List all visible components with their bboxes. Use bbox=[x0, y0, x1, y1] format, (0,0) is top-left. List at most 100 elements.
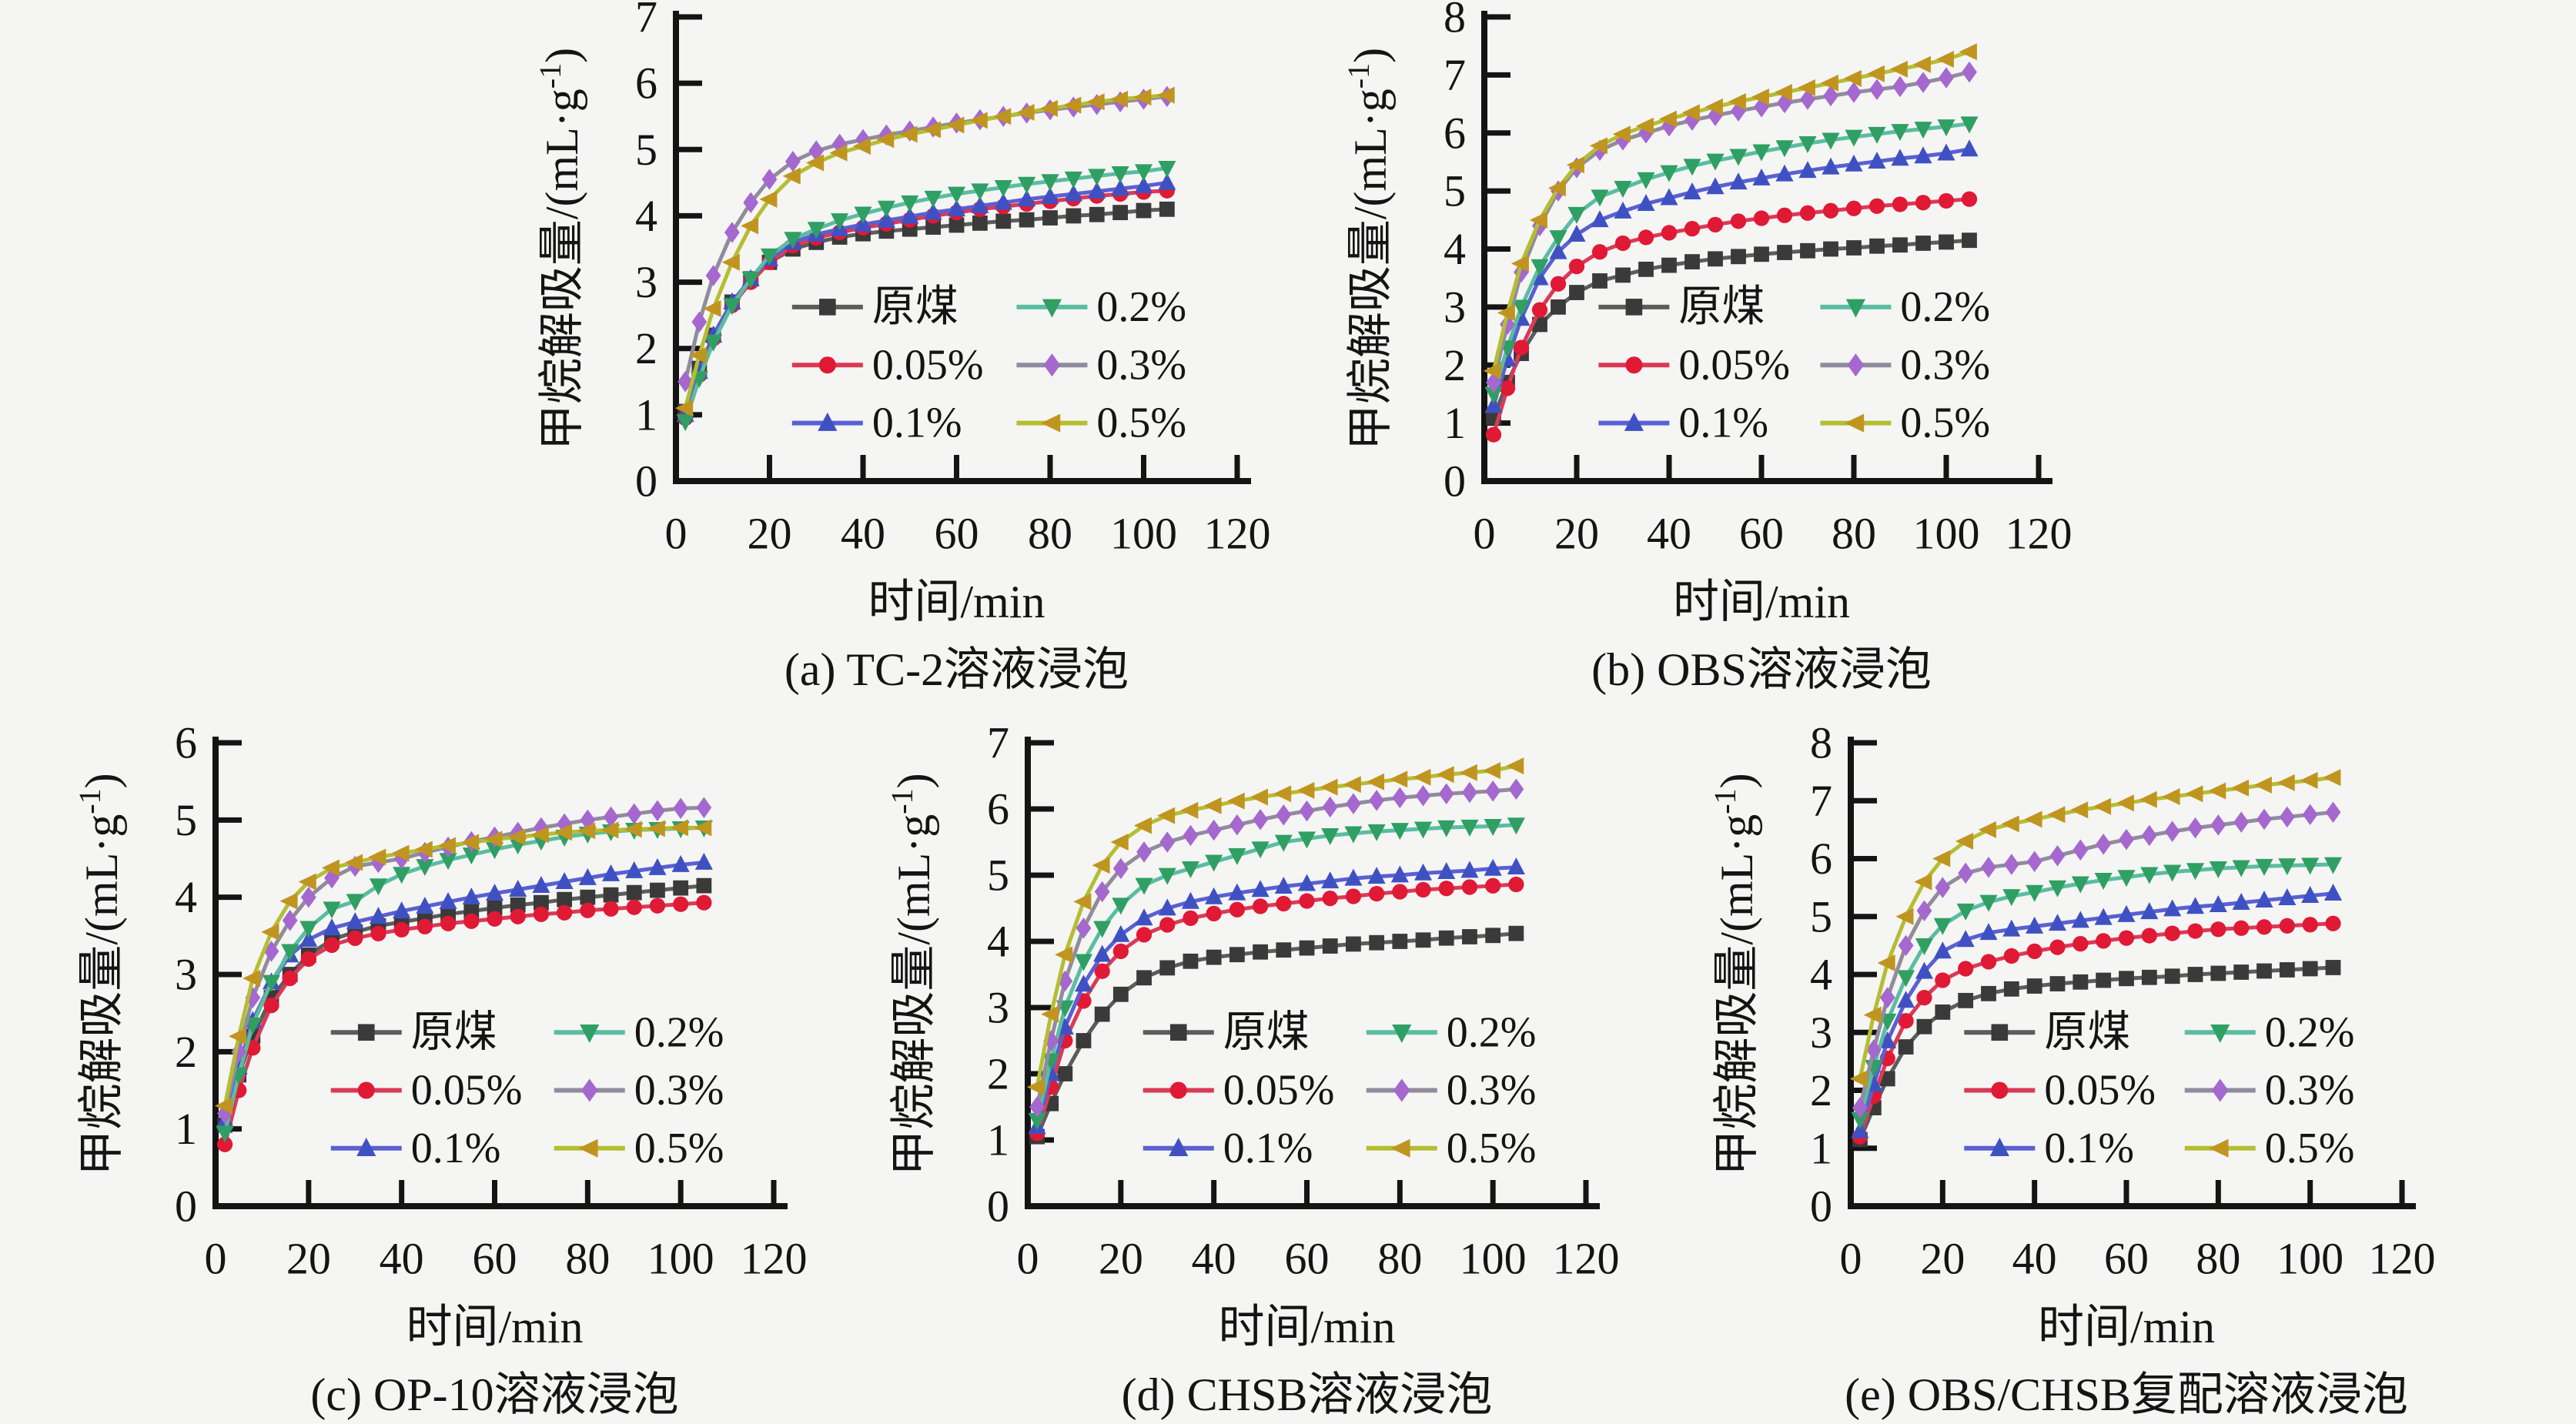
diamond-marker bbox=[2325, 801, 2341, 824]
triangle-left-marker bbox=[1203, 797, 1222, 814]
triangle-down-marker bbox=[1064, 171, 1082, 189]
square-marker bbox=[1462, 929, 1477, 944]
triangle-down-marker bbox=[2048, 880, 2067, 898]
chart-c-series-0-05pct-markers bbox=[216, 894, 712, 1152]
x-tick-label: 20 bbox=[286, 1234, 331, 1284]
triangle-left-marker bbox=[782, 167, 801, 185]
triangle-left-marker bbox=[1863, 1006, 1882, 1024]
triangle-down-marker bbox=[723, 298, 741, 316]
circle-marker bbox=[2026, 943, 2042, 960]
y-axis-label: 甲烷解吸量/(mL·g-1) bbox=[1708, 773, 1762, 1175]
y-tick-label: 6 bbox=[635, 58, 657, 109]
triangle-left-marker bbox=[829, 144, 848, 162]
square-marker bbox=[650, 882, 665, 898]
square-marker bbox=[1898, 1039, 1914, 1055]
legend-entry-0-05pct: 0.05% bbox=[1598, 341, 1790, 389]
square-marker bbox=[1508, 925, 1524, 941]
triangle-left-marker bbox=[1459, 764, 1477, 781]
triangle-down-marker bbox=[1775, 140, 1794, 158]
square-marker bbox=[972, 216, 988, 231]
legend-entry-0-5pct: 0.5% bbox=[1820, 399, 1990, 447]
legend-entry-raw-coal: 原煤 bbox=[1142, 1008, 1310, 1056]
triangle-up-marker bbox=[1367, 867, 1386, 884]
x-axis-label: 时间/min bbox=[406, 1302, 583, 1352]
triangle-down-marker bbox=[2026, 884, 2044, 902]
triangle-up-marker bbox=[1937, 143, 1955, 161]
triangle-down-marker bbox=[462, 847, 480, 865]
y-tick-label: 7 bbox=[1810, 776, 1832, 826]
x-axis-label: 时间/min bbox=[868, 577, 1045, 627]
legend-label-raw-coal: 原煤 bbox=[2044, 1008, 2130, 1056]
legend-entry-0-3pct: 0.3% bbox=[1016, 341, 1186, 389]
diamond-marker bbox=[743, 192, 759, 213]
circle-marker bbox=[1661, 225, 1678, 241]
legend-label-0-2pct: 0.2% bbox=[634, 1008, 724, 1056]
x-tick-label: 80 bbox=[565, 1234, 610, 1284]
triangle-up-marker bbox=[1752, 168, 1771, 186]
triangle-left-marker bbox=[1026, 1078, 1045, 1096]
triangle-down-marker bbox=[1512, 299, 1531, 317]
triangle-left-marker bbox=[1110, 834, 1129, 851]
y-axis-label-suffix: ) bbox=[1711, 773, 1762, 788]
square-marker bbox=[1869, 238, 1885, 254]
square-marker bbox=[1112, 986, 1129, 1002]
circle-marker bbox=[1438, 881, 1454, 897]
legend-label-0-3pct: 0.3% bbox=[1447, 1067, 1537, 1115]
legend-triangle-up-marker bbox=[356, 1137, 376, 1156]
triangle-left-marker bbox=[368, 848, 386, 866]
x-axis-label: 时间/min bbox=[1218, 1302, 1395, 1352]
legend-label-0-1pct: 0.1% bbox=[872, 399, 962, 447]
circle-marker bbox=[1935, 972, 1951, 988]
circle-marker bbox=[1094, 963, 1110, 979]
triangle-down-marker bbox=[807, 222, 825, 239]
triangle-down-marker bbox=[485, 842, 504, 860]
triangle-down-marker bbox=[2140, 867, 2159, 884]
triangle-left-marker bbox=[1681, 104, 1700, 122]
triangle-left-marker bbox=[1180, 801, 1199, 819]
circle-marker bbox=[2302, 917, 2318, 933]
chart-a-legend: 原煤 0.05% 0.1% 0.2% 0.3% 0.5% bbox=[791, 283, 1186, 447]
triangle-left-marker bbox=[1390, 770, 1408, 788]
triangle-down-marker bbox=[901, 195, 919, 212]
triangle-left-marker bbox=[461, 834, 480, 851]
triangle-down-marker bbox=[1460, 819, 1479, 837]
x-tick-label: 40 bbox=[2012, 1234, 2057, 1284]
circle-marker bbox=[1776, 207, 1793, 223]
circle-marker bbox=[1568, 258, 1585, 275]
circle-marker bbox=[1499, 380, 1516, 396]
chart-d-series-0-2pct-markers bbox=[1028, 817, 1525, 1130]
diamond-marker bbox=[761, 169, 778, 190]
square-marker bbox=[1754, 246, 1769, 262]
square-marker bbox=[2187, 967, 2203, 982]
legend-label-0-5pct: 0.5% bbox=[634, 1125, 724, 1172]
triangle-down-marker bbox=[393, 867, 411, 884]
triangle-left-marker bbox=[2116, 794, 2134, 812]
circle-marker bbox=[370, 925, 386, 941]
legend-entry-0-3pct: 0.3% bbox=[2184, 1067, 2354, 1115]
x-axis-label: 时间/min bbox=[1673, 577, 1850, 627]
square-marker bbox=[1057, 1066, 1073, 1081]
triangle-up-marker bbox=[2232, 893, 2250, 911]
x-tick-label: 100 bbox=[1110, 509, 1177, 559]
square-marker bbox=[1438, 930, 1454, 946]
triangle-up-marker bbox=[1484, 396, 1503, 413]
circle-marker bbox=[580, 902, 596, 918]
square-marker bbox=[1369, 934, 1385, 951]
circle-marker bbox=[1183, 910, 1199, 927]
y-tick-label: 3 bbox=[1444, 282, 1466, 332]
legend-triangle-down-marker bbox=[1042, 299, 1062, 318]
diamond-marker bbox=[626, 803, 642, 825]
triangle-down-marker bbox=[1367, 824, 1386, 841]
legend-triangle-down-marker bbox=[580, 1025, 600, 1044]
chart-b-series-0-2pct-markers bbox=[1484, 116, 1979, 404]
triangle-left-marker bbox=[2139, 791, 2157, 808]
square-marker bbox=[2210, 965, 2226, 981]
circle-marker bbox=[1550, 276, 1567, 292]
circle-marker bbox=[1892, 196, 1909, 212]
circle-marker bbox=[2164, 925, 2180, 941]
triangle-down-marker bbox=[1956, 903, 1975, 921]
circle-marker bbox=[603, 901, 619, 917]
triangle-down-marker bbox=[1181, 861, 1200, 879]
square-marker bbox=[673, 880, 689, 896]
